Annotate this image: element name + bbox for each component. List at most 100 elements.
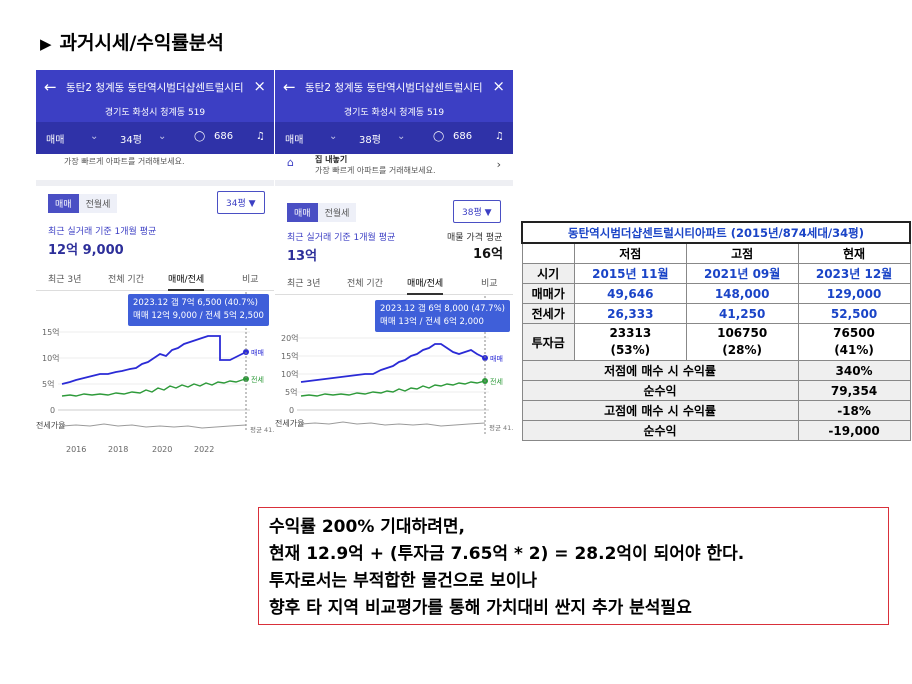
table-row: 매매가 49,646 148,000 129,000 xyxy=(521,283,911,304)
ratio-avg: 평균 41.9% xyxy=(250,425,274,434)
period-tab-sale-rent[interactable]: 매매/전세 xyxy=(168,272,205,291)
sale-line-label: 매매 xyxy=(251,349,264,357)
table-row: 투자금 23313 (53%) 106750 (28%) 76500 (41%) xyxy=(521,323,911,361)
table-cell: 76500 (41%) xyxy=(797,323,911,361)
conclusion-line: 현재 12.9억 + (투자금 7.65억 * 2) = 28.2억이 되어야 … xyxy=(269,544,745,564)
slide-title-text: 과거시세/수익률분석 xyxy=(59,32,224,54)
rent-line-label: 전세 xyxy=(490,377,503,386)
table-header-row: 저점 고점 현재 xyxy=(521,242,911,264)
close-icon[interactable]: × xyxy=(492,77,505,95)
deal-segment: 매매 전월세 xyxy=(287,203,357,222)
row-label: 시기 xyxy=(521,263,575,284)
sale-price-line xyxy=(61,335,247,385)
chevron-down-icon[interactable]: ⌄ xyxy=(158,131,167,142)
summary-row: 순수익 -19,000 xyxy=(521,420,911,441)
table-cell: 41,250 xyxy=(685,303,799,324)
filter-bar: 매매 ⌄ 38평 ⌄ ◯ 686 ♫ xyxy=(275,122,513,154)
table-title: 동탄역시범더샵센트럴시티아파트 (2015년/874세대/34평) xyxy=(521,221,911,244)
table-row: 전세가 26,333 41,250 52,500 xyxy=(521,303,911,324)
chevron-down-icon[interactable]: ⌄ xyxy=(329,131,338,142)
period-tab-all[interactable]: 전체 기간 xyxy=(347,279,383,289)
rent-line-label: 전세 xyxy=(251,375,264,384)
table-cell: 2023년 12월 xyxy=(797,263,911,284)
period-tab-sale-rent[interactable]: 매매/전세 xyxy=(407,276,444,295)
table-cell: 52,500 xyxy=(797,303,911,324)
area-tab[interactable]: 38평 xyxy=(359,135,381,146)
summary-value: -18% xyxy=(797,400,911,421)
table-cell: 2021년 09월 xyxy=(685,263,799,284)
rent-ratio-line xyxy=(61,423,247,429)
price-chart: 20억 15억 10억 5억 0 매매 전세 전세가율 평균 41.4% xyxy=(275,296,513,436)
slide-title: ▶ 과거시세/수익률분석 xyxy=(40,28,224,55)
row-label: 매매가 xyxy=(521,283,575,304)
banner-text: 가장 빠르게 아파트를 거래해보세요. xyxy=(315,166,436,175)
segment-rent[interactable]: 전월세 xyxy=(78,194,118,213)
sale-price-line xyxy=(300,343,486,383)
table-row: 시기 2015년 11월 2021년 09월 2023년 12월 xyxy=(521,263,911,284)
y-tick-label: 0 xyxy=(289,406,294,415)
period-tab-compare[interactable]: 비교 xyxy=(481,279,498,289)
phone-screenshot-38: ← 동탄2 청계동 동탄역시범더샵센트럴시티 × 경기도 화성시 청계동 519… xyxy=(275,70,513,444)
banner-text: 가장 빠르게 아파트를 거래해보세요. xyxy=(64,157,185,166)
summary-label: 순수익 xyxy=(521,380,799,401)
y-tick-label: 15억 xyxy=(281,351,299,361)
summary-label: 순수익 xyxy=(521,420,799,441)
x-tick-label: 2022 xyxy=(194,445,214,454)
complex-address: 경기도 화성시 청계동 519 xyxy=(104,108,206,118)
conclusion-line: 수익률 200% 기대하려면, xyxy=(269,517,465,537)
deal-type-tab[interactable]: 매매 xyxy=(46,135,65,146)
chevron-right-icon[interactable]: › xyxy=(496,158,501,171)
summary-row: 저점에 매수 시 수익률 340% xyxy=(521,360,911,381)
complex-title: 동탄2 청계동 동탄역시범더샵센트럴시티 xyxy=(305,82,483,94)
y-tick-label: 5억 xyxy=(42,379,54,389)
deal-type-tab[interactable]: 매매 xyxy=(285,135,304,146)
comment-icon[interactable]: ◯ xyxy=(433,131,445,142)
bell-icon[interactable]: ♫ xyxy=(495,131,504,142)
area-select[interactable]: 34평 ▼ xyxy=(217,191,265,214)
close-icon[interactable]: × xyxy=(253,77,266,95)
table-cell: 129,000 xyxy=(797,283,911,304)
period-tab-3y[interactable]: 최근 3년 xyxy=(48,275,82,285)
rent-point[interactable] xyxy=(243,376,249,382)
y-tick-label: 15억 xyxy=(42,327,60,337)
y-tick-label: 20억 xyxy=(281,333,299,343)
tooltip-prices: 매매 12억 9,000 / 전세 5억 2,500 xyxy=(133,311,264,321)
back-arrow-icon[interactable]: ← xyxy=(44,78,57,96)
back-arrow-icon[interactable]: ← xyxy=(283,78,296,96)
table-cell: 106750 (28%) xyxy=(685,323,799,361)
summary-row: 순수익 79,354 xyxy=(521,380,911,401)
table-cell: 49,646 xyxy=(573,283,687,304)
avg-price: 12억 9,000 xyxy=(48,243,124,258)
triangle-marker-icon: ▶ xyxy=(40,35,52,53)
table-header-cell: 저점 xyxy=(573,242,687,264)
row-label: 투자금 xyxy=(521,323,575,361)
period-tab-3y[interactable]: 최근 3년 xyxy=(287,279,321,289)
period-tab-compare[interactable]: 비교 xyxy=(242,275,259,285)
segment-sale[interactable]: 매매 xyxy=(48,194,79,213)
table-header-cell: 고점 xyxy=(685,242,799,264)
avg-label: 최근 실거래 기준 1개월 평균 xyxy=(287,233,396,243)
bell-icon[interactable]: ♫ xyxy=(256,131,265,142)
chevron-down-icon[interactable]: ⌄ xyxy=(397,131,406,142)
table-cell: 148,000 xyxy=(685,283,799,304)
y-tick-label: 5억 xyxy=(285,387,297,397)
chevron-down-icon[interactable]: ⌄ xyxy=(90,131,99,142)
table-header-cell xyxy=(521,242,575,264)
table-cell: 26,333 xyxy=(573,303,687,324)
tooltip-prices: 매매 13억 / 전세 6억 2,000 xyxy=(380,317,484,327)
comment-icon[interactable]: ◯ xyxy=(194,131,206,142)
conclusion-line: 향후 타 지역 비교평가를 통해 가치대비 싼지 추가 분석필요 xyxy=(269,598,692,618)
segment-sale[interactable]: 매매 xyxy=(287,203,318,222)
area-tab[interactable]: 34평 xyxy=(120,135,142,146)
table-cell: 2015년 11월 xyxy=(573,263,687,284)
sell-banner[interactable]: 가장 빠르게 아파트를 거래해보세요. xyxy=(36,154,274,186)
tooltip-gap: 2023.12 갭 7억 6,500 (40.7%) xyxy=(133,298,258,308)
segment-rent[interactable]: 전월세 xyxy=(317,203,357,222)
avg-label: 최근 실거래 기준 1개월 평균 xyxy=(48,227,157,237)
area-select[interactable]: 38평 ▼ xyxy=(453,200,501,223)
summary-label: 저점에 매수 시 수익률 xyxy=(521,360,799,381)
sell-banner[interactable]: ⌂ 집 내놓기 가장 빠르게 아파트를 거래해보세요. › xyxy=(275,154,513,186)
period-tab-all[interactable]: 전체 기간 xyxy=(108,275,144,285)
y-tick-label: 0 xyxy=(50,406,55,415)
ask-label: 매물 가격 평균 xyxy=(447,233,503,243)
